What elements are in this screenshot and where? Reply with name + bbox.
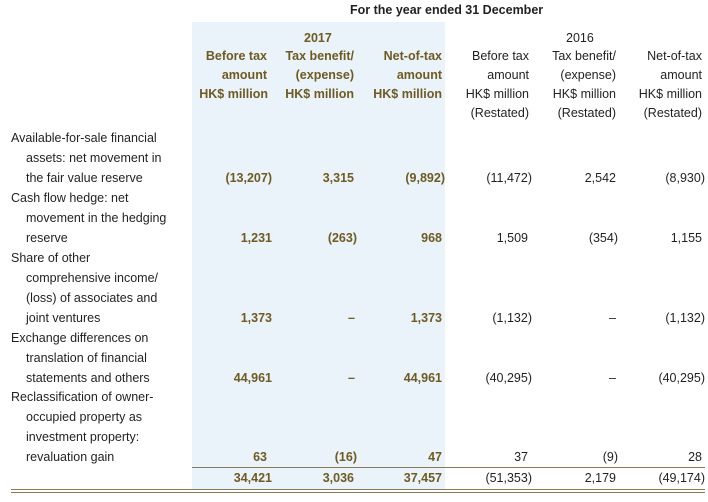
total-rule-bottom: [11, 492, 705, 493]
current-year-shading: [192, 22, 445, 490]
period-heading: For the year ended 31 December: [350, 3, 544, 17]
subtotal-rule: [192, 467, 705, 468]
year-2016-heading: 2016: [566, 31, 594, 45]
total-rule-top: [11, 489, 705, 490]
year-2017-heading: 2017: [304, 31, 332, 45]
